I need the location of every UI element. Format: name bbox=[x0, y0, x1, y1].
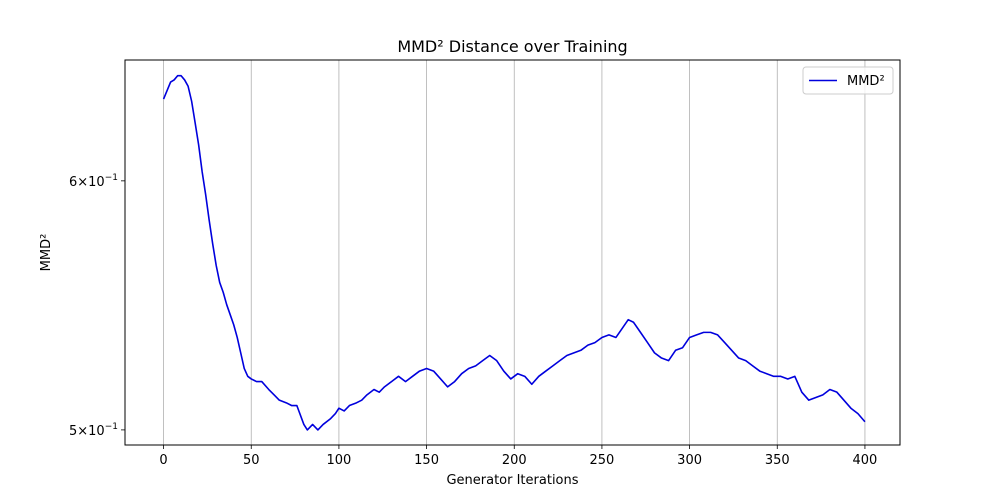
plot-area-frame bbox=[124, 59, 901, 446]
x-tick-label: 0 bbox=[159, 453, 167, 468]
y-axis-title: MMD² bbox=[39, 234, 54, 272]
y-tick-label: 5×10−1 bbox=[69, 422, 118, 439]
y-axis: 5×10−1 6×10−1 bbox=[69, 173, 125, 439]
x-tick-label: 50 bbox=[243, 453, 260, 468]
x-axis: 0 50 100 150 200 250 300 350 400 bbox=[159, 445, 877, 468]
x-tick-label: 250 bbox=[590, 453, 615, 468]
chart-title: MMD² Distance over Training bbox=[397, 37, 627, 56]
legend-box bbox=[802, 66, 894, 95]
x-tick-label: 100 bbox=[326, 453, 351, 468]
x-tick-label: 350 bbox=[765, 453, 790, 468]
series-line-0 bbox=[162, 74, 866, 431]
legend-label: MMD² bbox=[847, 74, 885, 89]
legend: MMD² bbox=[802, 66, 894, 95]
x-tick-label: 300 bbox=[677, 453, 702, 468]
x-axis-title: Generator Iterations bbox=[446, 473, 578, 488]
grid-lines bbox=[163, 60, 866, 445]
x-tick-label: 200 bbox=[502, 453, 527, 468]
y-tick-label: 6×10−1 bbox=[69, 173, 118, 190]
series-layer bbox=[162, 74, 866, 431]
x-tick-label: 400 bbox=[853, 453, 878, 468]
x-tick-label: 150 bbox=[414, 453, 439, 468]
